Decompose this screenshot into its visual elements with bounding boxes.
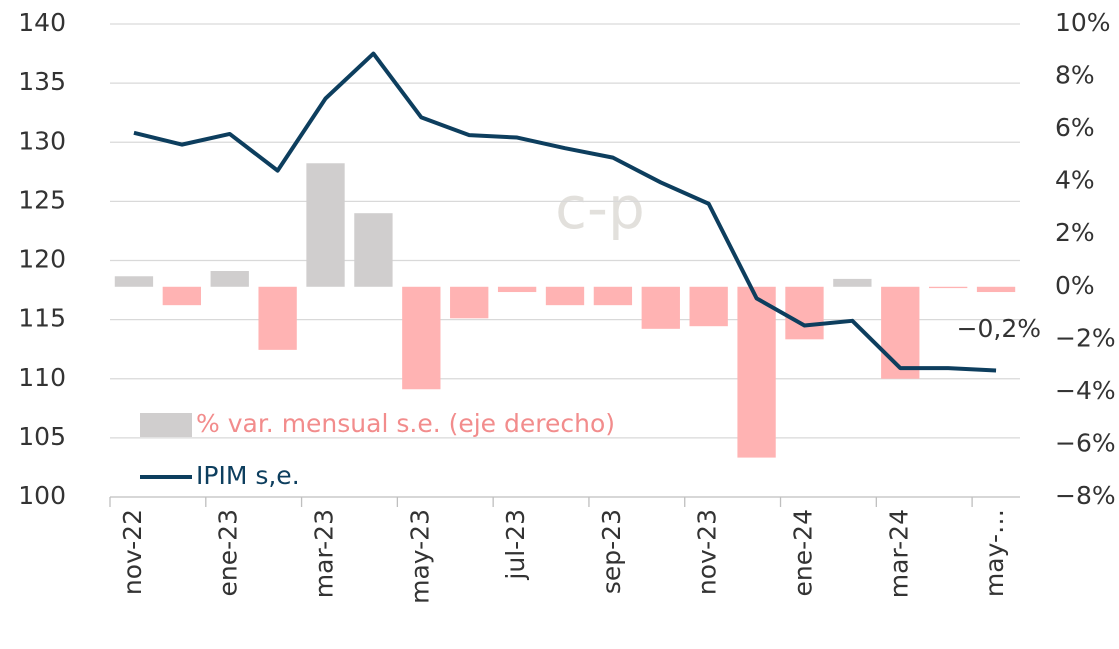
bar	[881, 286, 920, 379]
line	[133, 51, 997, 373]
y-tick-label: 105	[18, 422, 66, 451]
bar	[641, 286, 680, 329]
bar	[689, 286, 728, 327]
x-tick-label: ene-24	[788, 509, 817, 596]
y2-tick-label: 2%	[1055, 218, 1095, 247]
y2-tick-label: 4%	[1055, 166, 1095, 195]
bar	[929, 286, 968, 289]
y-tick-label: 125	[18, 185, 66, 214]
y2-tick-label: 8%	[1055, 61, 1095, 90]
y-tick-label: 120	[18, 245, 66, 274]
value-label: −0,2%	[957, 314, 1041, 343]
bar	[450, 286, 489, 319]
bar	[976, 286, 1016, 293]
x-tick-label: may-…	[980, 509, 1009, 597]
y-tick-label: 140	[18, 8, 66, 37]
legend-label: % var. mensual s.e. (eje derecho)	[196, 409, 615, 438]
y2-tick-label: 0%	[1055, 271, 1095, 300]
x-tick-label: may-23	[405, 509, 434, 604]
y2-tick-label: −8%	[1055, 481, 1116, 510]
bar	[497, 286, 537, 293]
y-tick-label: 135	[18, 67, 66, 96]
bar	[258, 286, 297, 350]
bar	[114, 276, 154, 287]
y-tick-label: 100	[18, 481, 66, 510]
x-tick-label: jul-23	[501, 509, 530, 581]
bar	[162, 286, 201, 306]
bar	[833, 278, 872, 287]
legend-label: IPIM s,e.	[196, 461, 300, 490]
x-tick-label: mar-24	[884, 509, 913, 598]
y2-tick-label: −6%	[1055, 428, 1116, 457]
bar	[737, 286, 776, 458]
bar	[785, 286, 824, 340]
x-tick-label: ene-23	[214, 509, 243, 596]
bar	[306, 163, 345, 287]
bar	[210, 271, 249, 287]
bar	[402, 286, 441, 390]
bar	[545, 286, 585, 306]
x-tick-label: nov-23	[693, 509, 722, 595]
legend-swatch	[140, 413, 192, 437]
y-tick-label: 115	[18, 304, 66, 333]
y2-tick-label: 6%	[1055, 113, 1095, 142]
y-tick-label: 110	[18, 363, 66, 392]
y2-tick-label: −2%	[1055, 323, 1116, 352]
y2-tick-label: −4%	[1055, 376, 1116, 405]
watermark: c-p	[555, 174, 645, 242]
bar	[354, 213, 393, 287]
x-tick-label: mar-23	[310, 509, 339, 598]
y2-tick-label: 10%	[1055, 8, 1111, 37]
x-tick-label: nov-22	[118, 509, 147, 595]
x-tick-label: sep-23	[597, 509, 626, 594]
y-tick-label: 130	[18, 126, 66, 155]
bar	[593, 286, 633, 306]
